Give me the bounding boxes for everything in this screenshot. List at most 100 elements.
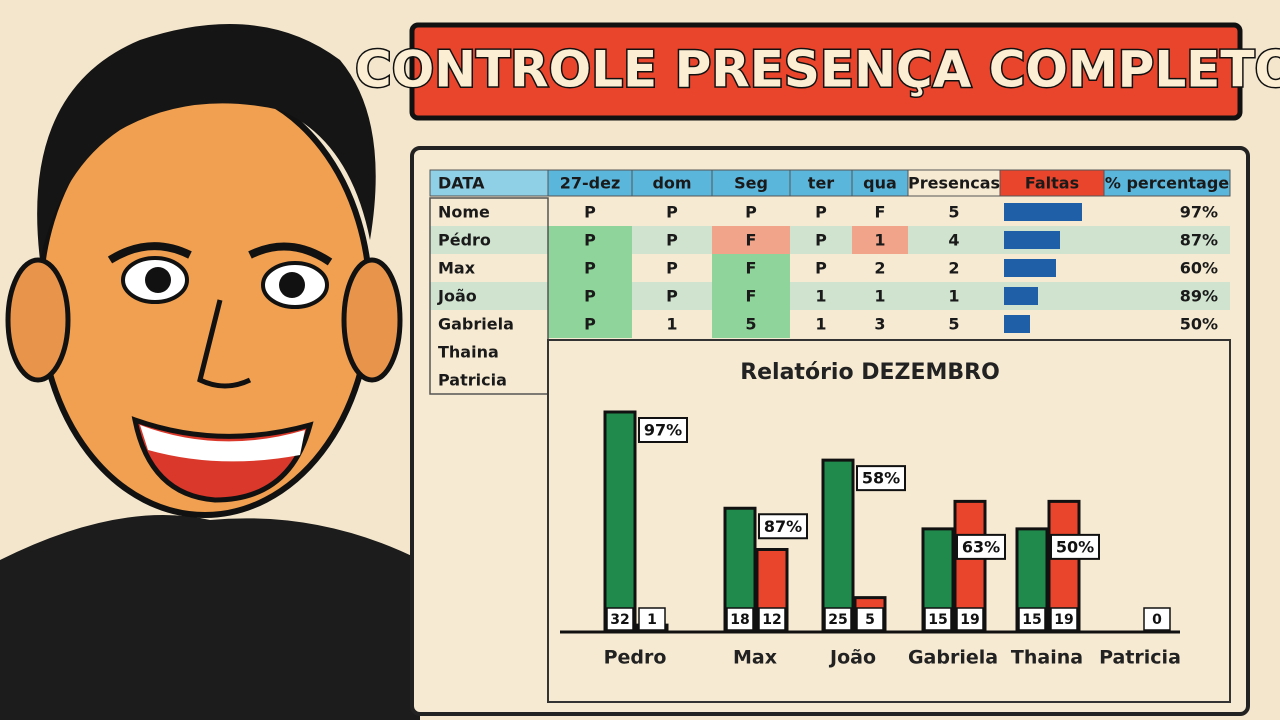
faltas-bar bbox=[1004, 203, 1082, 221]
value-label-box bbox=[638, 607, 666, 631]
value-label: 12 bbox=[762, 612, 781, 628]
table-cell: 5 bbox=[948, 315, 959, 334]
table-cell: P bbox=[666, 231, 678, 250]
bar bbox=[821, 458, 855, 634]
callout-box bbox=[758, 513, 808, 540]
table-cell: 1 bbox=[948, 287, 959, 306]
chart-panel bbox=[547, 339, 1231, 703]
name-column-border bbox=[429, 197, 549, 395]
table-cell: 87% bbox=[1180, 231, 1218, 250]
value-label-box bbox=[824, 607, 852, 631]
bar bbox=[603, 410, 637, 634]
value-label: 25 bbox=[828, 612, 847, 628]
header-label: Presencas bbox=[908, 174, 1000, 193]
header-label: % percentage bbox=[1105, 174, 1229, 193]
cell-highlight bbox=[548, 310, 632, 338]
table-cell: P bbox=[815, 259, 827, 278]
table-cell: 5 bbox=[745, 315, 756, 334]
cell-highlight bbox=[712, 254, 790, 282]
value-label-box bbox=[956, 607, 984, 631]
table-cell: Patricia bbox=[438, 371, 507, 390]
table-cell: Gabriela bbox=[438, 315, 514, 334]
table-cell: 1 bbox=[815, 287, 826, 306]
value-label: 19 bbox=[1054, 612, 1073, 628]
x-tick-label: João bbox=[828, 647, 876, 669]
table-cell: 1 bbox=[815, 315, 826, 334]
value-label-box bbox=[924, 607, 952, 631]
header-cell bbox=[1103, 169, 1231, 197]
table-cell: P bbox=[584, 315, 596, 334]
value-label-box bbox=[1050, 607, 1078, 631]
header-label: ter bbox=[808, 174, 835, 193]
chart-title: Relatório DEZEMBRO bbox=[740, 360, 1000, 385]
x-tick-label: Thaina bbox=[1011, 647, 1083, 669]
x-tick-label: Max bbox=[733, 647, 777, 669]
value-label: 18 bbox=[730, 612, 749, 628]
table-cell: 89% bbox=[1180, 287, 1218, 306]
cell-highlight bbox=[712, 282, 790, 310]
table-cell: P bbox=[666, 259, 678, 278]
cell-highlight bbox=[712, 226, 790, 254]
table-cell: Nome bbox=[438, 203, 490, 222]
header-label: DATA bbox=[438, 174, 485, 193]
cell-highlight bbox=[548, 254, 632, 282]
table-cell: P bbox=[666, 203, 678, 222]
table-cell: P bbox=[745, 203, 757, 222]
header-label: Seg bbox=[734, 174, 768, 193]
value-label: 15 bbox=[1022, 612, 1041, 628]
header-cell bbox=[851, 169, 909, 197]
x-tick-label: Patricia bbox=[1099, 647, 1181, 669]
cell-highlight bbox=[548, 282, 632, 310]
table-cell: P bbox=[584, 259, 596, 278]
value-label-box bbox=[856, 607, 884, 631]
table-cell: F bbox=[875, 203, 886, 222]
title-box bbox=[409, 22, 1243, 121]
value-label: 0 bbox=[1152, 612, 1162, 628]
header-label: 27-dez bbox=[560, 174, 621, 193]
table-cell: 4 bbox=[948, 231, 959, 250]
cell-highlight bbox=[548, 226, 632, 254]
table-cell: 2 bbox=[948, 259, 959, 278]
x-tick-label: Gabriela bbox=[908, 647, 998, 669]
table-cell: Thaina bbox=[438, 343, 499, 362]
table-cell: 1 bbox=[666, 315, 677, 334]
table-cell: P bbox=[584, 203, 596, 222]
table-cell: 2 bbox=[874, 259, 885, 278]
cartoon-man bbox=[0, 24, 420, 720]
value-label: 1 bbox=[647, 612, 657, 628]
table-cell: F bbox=[746, 287, 757, 306]
callout-label: 87% bbox=[764, 517, 802, 536]
faltas-bar bbox=[1004, 231, 1060, 249]
table-cell: F bbox=[746, 259, 757, 278]
callout-label: 63% bbox=[962, 537, 1000, 556]
value-label-box bbox=[606, 607, 634, 631]
table: DATA 27-dez dom Seg ter qua Presencas Faltas % p… bbox=[429, 169, 1231, 395]
table-cell: Max bbox=[438, 259, 476, 278]
value-label-box bbox=[1018, 607, 1046, 631]
table-cell: 1 bbox=[874, 231, 885, 250]
table-cell: F bbox=[746, 231, 757, 250]
header-label: dom bbox=[652, 174, 691, 193]
table-cell: 97% bbox=[1180, 203, 1218, 222]
table-cell: P bbox=[815, 203, 827, 222]
header-cell bbox=[547, 169, 633, 197]
table-cell: Pédro bbox=[438, 231, 491, 250]
header-cell bbox=[999, 169, 1105, 197]
header-label: qua bbox=[863, 174, 897, 193]
callout-box bbox=[638, 417, 688, 443]
table-cell: 50% bbox=[1180, 315, 1218, 334]
title: CONTROLE PRESENÇA COMPLETO bbox=[355, 41, 1280, 99]
faltas-bar bbox=[1004, 287, 1038, 305]
table-cell: 60% bbox=[1180, 259, 1218, 278]
callout-box bbox=[1050, 533, 1100, 560]
value-label: 5 bbox=[865, 612, 875, 628]
callout-label: 97% bbox=[644, 421, 682, 440]
table-cell: 3 bbox=[874, 315, 885, 334]
value-label: 32 bbox=[610, 612, 629, 628]
callout-label: 50% bbox=[1056, 537, 1094, 556]
table-cell: João bbox=[437, 287, 477, 306]
faltas-bar bbox=[1004, 315, 1030, 333]
table-cell: P bbox=[584, 287, 596, 306]
